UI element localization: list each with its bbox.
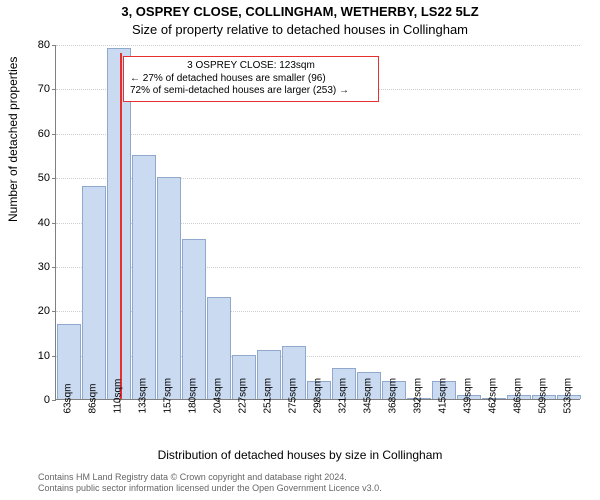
y-tick-mark (52, 223, 56, 224)
bar (182, 239, 206, 399)
y-tick-mark (52, 45, 56, 46)
y-tick-label: 20 (10, 305, 50, 317)
y-tick-label: 70 (10, 83, 50, 95)
y-tick-label: 50 (10, 172, 50, 184)
y-tick-mark (52, 400, 56, 401)
annotation-line-3: 72% of semi-detached houses are larger (… (130, 85, 372, 98)
bar (132, 155, 156, 399)
annotation-line-2: ← 27% of detached houses are smaller (96… (130, 73, 372, 86)
y-tick-label: 10 (10, 350, 50, 362)
y-tick-label: 80 (10, 39, 50, 51)
y-tick-label: 0 (10, 394, 50, 406)
footer-line-1: Contains HM Land Registry data © Crown c… (38, 472, 382, 483)
chart-title-line2: Size of property relative to detached ho… (0, 22, 600, 37)
y-tick-label: 60 (10, 128, 50, 140)
annotation-line-1: 3 OSPREY CLOSE: 123sqm (130, 60, 372, 73)
x-axis-label: Distribution of detached houses by size … (0, 448, 600, 462)
annotation-box: 3 OSPREY CLOSE: 123sqm ← 27% of detached… (123, 56, 379, 102)
y-tick-mark (52, 356, 56, 357)
y-tick-mark (52, 89, 56, 90)
y-tick-label: 30 (10, 261, 50, 273)
footer-attribution: Contains HM Land Registry data © Crown c… (38, 472, 382, 494)
page-root: 3, OSPREY CLOSE, COLLINGHAM, WETHERBY, L… (0, 0, 600, 500)
footer-line-2: Contains public sector information licen… (38, 483, 382, 494)
y-tick-label: 40 (10, 217, 50, 229)
y-tick-mark (52, 178, 56, 179)
chart-title-line1: 3, OSPREY CLOSE, COLLINGHAM, WETHERBY, L… (0, 4, 600, 19)
gridline-h (56, 45, 580, 46)
bar (157, 177, 181, 399)
gridline-h (56, 134, 580, 135)
y-tick-mark (52, 134, 56, 135)
y-tick-mark (52, 311, 56, 312)
reference-line (120, 53, 122, 399)
y-tick-mark (52, 267, 56, 268)
bar (82, 186, 106, 399)
